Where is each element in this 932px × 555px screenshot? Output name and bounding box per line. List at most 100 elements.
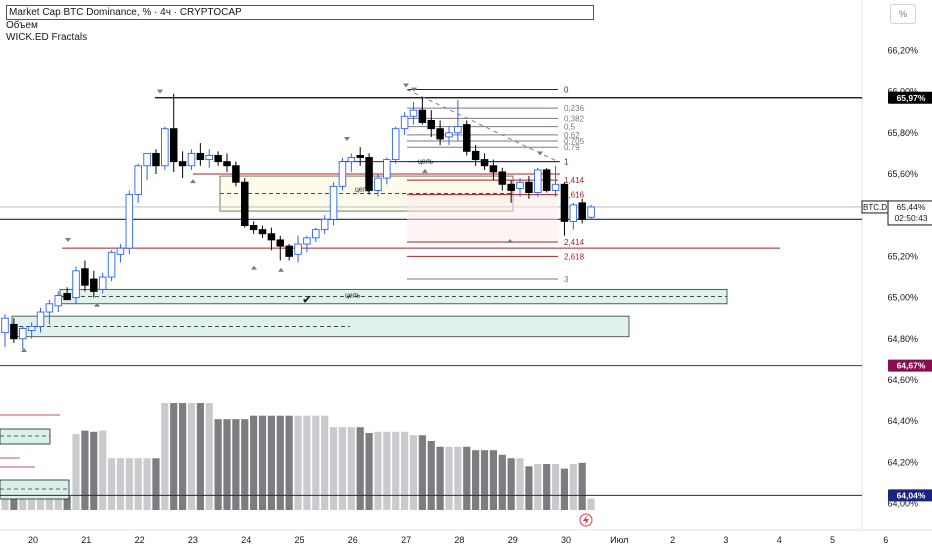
resistance-price-badge: 64,67%	[897, 361, 926, 371]
x-axis-tick-label: 3	[723, 535, 728, 545]
candle-up[interactable]	[72, 270, 80, 299]
candle-down[interactable]	[223, 161, 231, 167]
candle-up[interactable]	[125, 194, 134, 249]
candle-down[interactable]	[285, 245, 293, 257]
candle-down[interactable]	[489, 165, 498, 173]
volume-indicator-label[interactable]: Объем	[6, 20, 38, 31]
candle-up[interactable]	[107, 251, 116, 278]
candle-down[interactable]	[169, 128, 178, 163]
volume-bar	[179, 403, 187, 510]
candle-down[interactable]	[152, 152, 160, 167]
fib-trend-line[interactable]	[406, 89, 559, 163]
candle-down[interactable]	[356, 155, 364, 158]
candle-down[interactable]	[90, 278, 98, 292]
candle-up[interactable]	[143, 152, 151, 167]
candle-up[interactable]	[409, 109, 418, 117]
candle-down[interactable]	[436, 128, 444, 140]
liquidity-zone[interactable]	[0, 479, 70, 500]
candle-up[interactable]	[534, 169, 542, 193]
symbol-badge[interactable]: BTC.D	[863, 203, 887, 212]
candle-down[interactable]	[196, 152, 205, 161]
volume-bar	[365, 432, 373, 510]
candle-up[interactable]	[383, 159, 391, 179]
candle-up[interactable]	[445, 132, 453, 138]
candle-down[interactable]	[214, 155, 222, 163]
x-axis-tick-label: 26	[348, 535, 358, 545]
volume-bar	[401, 431, 409, 510]
candle-down[interactable]	[10, 323, 18, 340]
candle-up[interactable]	[27, 325, 36, 332]
liquidity-zone[interactable]	[0, 428, 51, 445]
current-price-badge-bg	[887, 200, 932, 226]
candle-up[interactable]	[116, 247, 125, 255]
candle-down[interactable]	[63, 293, 71, 301]
fractal-up-marker-icon	[422, 168, 428, 173]
candle-up[interactable]	[338, 161, 347, 187]
candle-down[interactable]	[276, 239, 285, 247]
x-axis-tick-label: Июл	[610, 535, 628, 545]
candle-up[interactable]	[294, 243, 302, 255]
candle-up[interactable]	[45, 303, 54, 313]
candle-up[interactable]	[347, 157, 356, 163]
candle-up[interactable]	[98, 276, 107, 290]
candle-up[interactable]	[320, 218, 329, 231]
candle-down[interactable]	[542, 169, 551, 191]
candle-up[interactable]	[569, 204, 578, 222]
candle-down[interactable]	[241, 181, 249, 226]
volume-bar	[303, 415, 311, 510]
x-axis-tick-label: 25	[294, 535, 304, 545]
candle-up[interactable]	[587, 206, 595, 218]
candle-down[interactable]	[560, 183, 569, 222]
candle-down[interactable]	[480, 159, 489, 167]
fib-level-label: 1	[564, 158, 569, 167]
chart-title[interactable]: Market Cap BTC Dominance, % · 4ч · CRYPT…	[6, 5, 594, 20]
candle-up[interactable]	[391, 128, 400, 161]
alert-lightning-icon[interactable]	[579, 513, 593, 527]
candle-down[interactable]	[578, 202, 586, 220]
candle-up[interactable]	[1, 317, 9, 334]
candle-down[interactable]	[525, 181, 533, 193]
candle-down[interactable]	[463, 124, 471, 152]
candle-up[interactable]	[551, 183, 560, 191]
candle-down[interactable]	[418, 109, 427, 123]
candle-up[interactable]	[161, 128, 169, 167]
fractals-indicator-label[interactable]: WICK.ED Fractals	[6, 32, 88, 43]
volume-bar	[250, 415, 258, 510]
fib-level-label: 0,62	[564, 131, 580, 140]
candle-up[interactable]	[454, 126, 462, 134]
volume-bar	[196, 403, 204, 510]
candle-up[interactable]	[134, 165, 142, 196]
candle-up[interactable]	[329, 185, 338, 220]
candle-up[interactable]	[400, 115, 409, 130]
candle-down[interactable]	[178, 161, 187, 167]
candle-down[interactable]	[365, 157, 373, 191]
candle-up[interactable]	[54, 295, 63, 307]
volume-bar	[19, 498, 27, 510]
candle-up[interactable]	[187, 152, 196, 167]
candle-up[interactable]	[516, 181, 524, 189]
candle-down[interactable]	[232, 165, 240, 183]
candle-up[interactable]	[36, 311, 45, 327]
candle-down[interactable]	[249, 225, 258, 231]
percent-scale-button[interactable]: %	[890, 4, 916, 24]
candle-up[interactable]	[205, 155, 213, 161]
candle-down[interactable]	[498, 171, 507, 185]
candle-up[interactable]	[374, 177, 382, 191]
candle-down[interactable]	[81, 268, 89, 286]
candle-down[interactable]	[427, 119, 435, 130]
candle-up[interactable]	[303, 237, 311, 245]
candle-down[interactable]	[507, 183, 515, 191]
candle-down[interactable]	[258, 229, 267, 235]
lightning-bolt-icon	[583, 515, 589, 525]
candle-up[interactable]	[312, 229, 320, 239]
y-axis-tick-label: 64,80%	[887, 334, 918, 344]
volume-bar	[294, 415, 302, 510]
candle-down[interactable]	[267, 233, 276, 241]
volume-bar	[267, 415, 275, 510]
volume-bar	[232, 419, 240, 510]
candle-up[interactable]	[19, 328, 27, 340]
candle-down[interactable]	[471, 150, 480, 161]
volume-bar	[223, 419, 231, 510]
